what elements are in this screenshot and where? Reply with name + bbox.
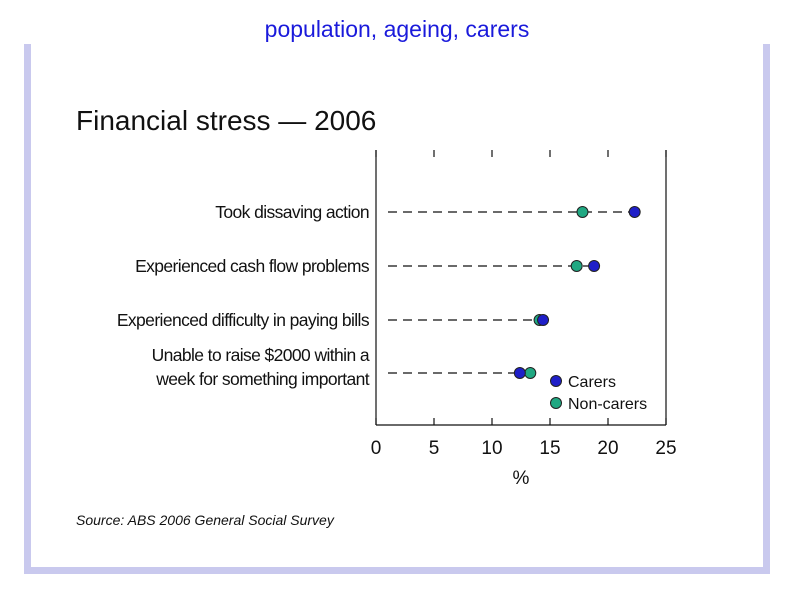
category-label: Unable to raise $2000 within a week for s… xyxy=(152,345,370,389)
x-tick-label: 5 xyxy=(429,438,440,459)
non-carers-point xyxy=(570,260,583,272)
non-carers-point xyxy=(524,367,537,379)
carers-point xyxy=(513,367,526,379)
x-axis-label: % xyxy=(513,468,530,489)
category-label: Experienced cash flow problems xyxy=(135,256,370,276)
x-tick-label: 0 xyxy=(371,438,382,459)
x-tick-label: 20 xyxy=(597,438,618,459)
non-carers-point xyxy=(576,206,589,218)
carers-point xyxy=(588,260,601,272)
x-tick-label: 25 xyxy=(655,438,676,459)
legend-marker xyxy=(550,397,562,409)
data-points xyxy=(513,206,641,379)
category-label: Took dissaving action xyxy=(215,202,369,222)
legend: Carers Non-carers xyxy=(550,374,647,413)
x-tick-label: 15 xyxy=(539,438,560,459)
legend-label: Carers xyxy=(568,374,616,391)
carers-point xyxy=(537,314,550,326)
category-rows: Took dissaving action Experienced cash fl… xyxy=(117,202,635,389)
category-label: Experienced difficulty in paying bills xyxy=(117,310,370,330)
x-tick-label: 10 xyxy=(481,438,502,459)
chart-title: Financial stress — 2006 xyxy=(76,105,377,136)
legend-label: Non-carers xyxy=(568,396,647,413)
carers-point xyxy=(628,206,641,218)
axis-layer: 0 5 10 15 20 25% xyxy=(371,150,677,489)
category-label-line: week for something important xyxy=(155,369,369,389)
legend-marker xyxy=(550,375,562,387)
source-note: Source: ABS 2006 General Social Survey xyxy=(76,512,334,528)
category-label-line: Unable to raise $2000 within a xyxy=(152,345,370,365)
header-title: population, ageing, carers xyxy=(0,14,794,44)
